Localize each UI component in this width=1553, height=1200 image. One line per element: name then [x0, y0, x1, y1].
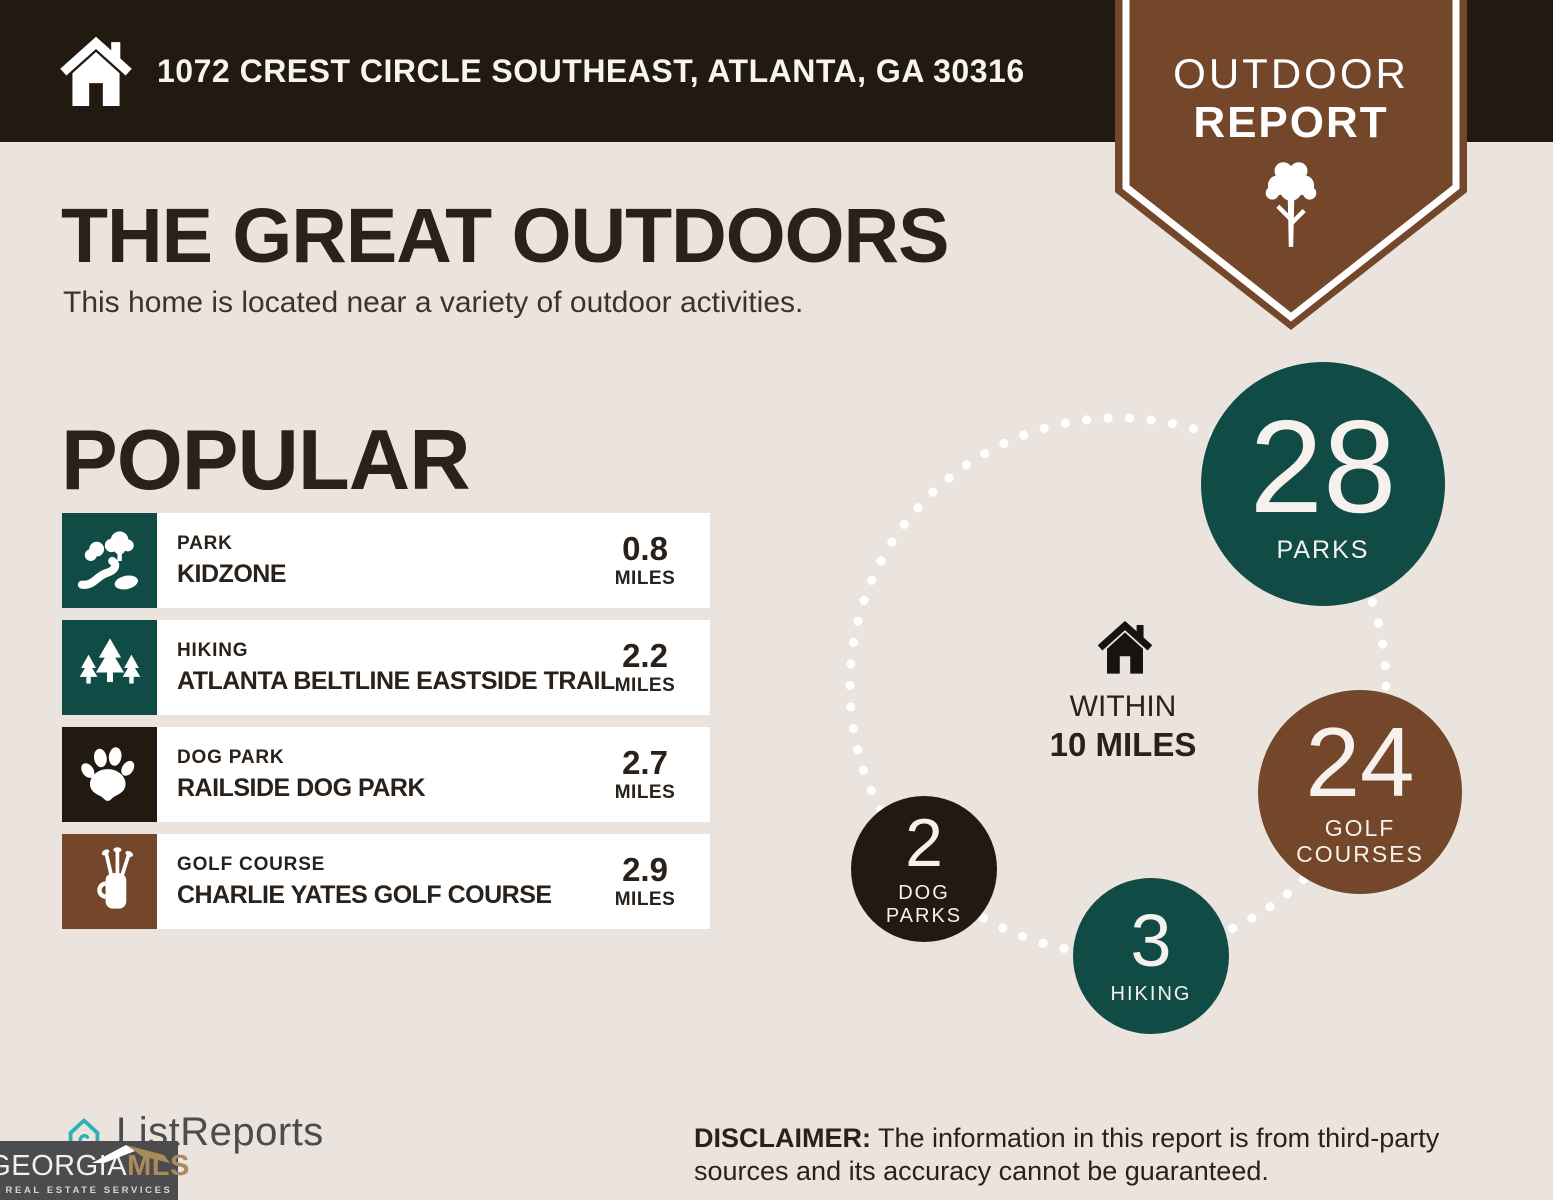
popular-list: PARK KIDZONE 0.8 MILES: [62, 513, 710, 941]
dog-park-tile: [62, 727, 157, 822]
item-text: GOLF COURSE CHARLIE YATES GOLF COURSE: [157, 834, 590, 929]
golf-tile: [62, 834, 157, 929]
disclaimer: DISCLAIMER: The information in this repo…: [694, 1122, 1504, 1188]
dog-parks-label: DOG PARKS: [885, 882, 963, 927]
georgia-mls-logo: GEORGIAMLS REAL ESTATE SERVICES: [0, 1141, 189, 1200]
item-name: CHARLIE YATES GOLF COURSE: [177, 880, 552, 909]
dog-parks-bubble: 2 DOG PARKS: [851, 796, 997, 942]
item-distance: 2.9 MILES: [590, 834, 710, 929]
item-category: PARK: [177, 532, 233, 554]
badge-title-line1: OUTDOOR: [1173, 50, 1409, 97]
mls-tagline: REAL ESTATE SERVICES: [5, 1185, 173, 1196]
item-category: HIKING: [177, 639, 249, 661]
list-item: PARK KIDZONE 0.8 MILES: [62, 513, 710, 608]
dog-parks-count: 2: [905, 804, 943, 881]
house-icon: [60, 36, 132, 106]
mls-roof-icon: [92, 1145, 170, 1163]
parks-label: PARKS: [1276, 536, 1370, 565]
page-subtitle: This home is located near a variety of o…: [63, 286, 804, 319]
list-item: GOLF COURSE CHARLIE YATES GOLF COURSE 2.…: [62, 834, 710, 929]
item-text: PARK KIDZONE: [157, 513, 590, 608]
item-name: RAILSIDE DOG PARK: [177, 773, 426, 802]
item-distance: 0.8 MILES: [590, 513, 710, 608]
paw-icon: [80, 746, 134, 801]
golf-courses-bubble: 24 GOLF COURSES: [1258, 690, 1462, 894]
radius-label-line2: 10 MILES: [1049, 726, 1197, 763]
item-distance: 2.2 MILES: [590, 620, 710, 715]
popular-heading: POPULAR: [61, 413, 471, 508]
hiking-count: 3: [1130, 899, 1172, 983]
park-icon: [77, 530, 138, 589]
pine-trees-icon: [79, 637, 140, 684]
property-address: 1072 CREST CIRCLE SOUTHEAST, ATLANTA, GA…: [157, 52, 1025, 89]
golf-count: 24: [1305, 707, 1415, 818]
golf-bag-icon: [96, 846, 133, 909]
item-category: DOG PARK: [177, 746, 285, 768]
item-text: DOG PARK RAILSIDE DOG PARK: [157, 727, 590, 822]
golf-label: GOLF COURSES: [1296, 815, 1424, 868]
item-category: GOLF COURSE: [177, 853, 326, 875]
badge-inner-border: [1122, 0, 1460, 322]
distance-value: 2.9: [622, 850, 668, 888]
distance-unit: MILES: [614, 567, 676, 589]
tree-icon: [1265, 162, 1317, 247]
parks-count: 28: [1249, 392, 1397, 540]
radius-label-line1: WITHIN: [1069, 690, 1177, 723]
hiking-bubble: 3 HIKING: [1073, 878, 1229, 1034]
home-icon: [1097, 620, 1153, 674]
outdoor-report-badge: OUTDOOR REPORT: [1115, 0, 1467, 330]
item-name: ATLANTA BELTLINE EASTSIDE TRAIL: [177, 666, 615, 695]
item-name: KIDZONE: [177, 559, 287, 588]
disclaimer-text: The information in this report is from t…: [694, 1123, 1440, 1186]
item-text: HIKING ATLANTA BELTLINE EASTSIDE TRAIL: [157, 620, 615, 715]
page-title: THE GREAT OUTDOORS: [61, 193, 949, 279]
badge-title-line2: REPORT: [1193, 98, 1389, 147]
hiking-tile: [62, 620, 157, 715]
list-item: DOG PARK RAILSIDE DOG PARK 2.7 MILES: [62, 727, 710, 822]
distance-unit: MILES: [614, 674, 676, 696]
distance-value: 0.8: [622, 529, 668, 567]
park-tile: [62, 513, 157, 608]
distance-value: 2.7: [622, 743, 668, 781]
item-distance: 2.7 MILES: [590, 727, 710, 822]
list-item: HIKING ATLANTA BELTLINE EASTSIDE TRAIL 2…: [62, 620, 710, 715]
distance-value: 2.2: [622, 636, 668, 674]
distance-unit: MILES: [614, 781, 676, 803]
parks-bubble: 28 PARKS: [1201, 362, 1445, 606]
hiking-label: HIKING: [1110, 983, 1192, 1006]
distance-unit: MILES: [614, 888, 676, 910]
disclaimer-label: DISCLAIMER:: [694, 1123, 871, 1153]
